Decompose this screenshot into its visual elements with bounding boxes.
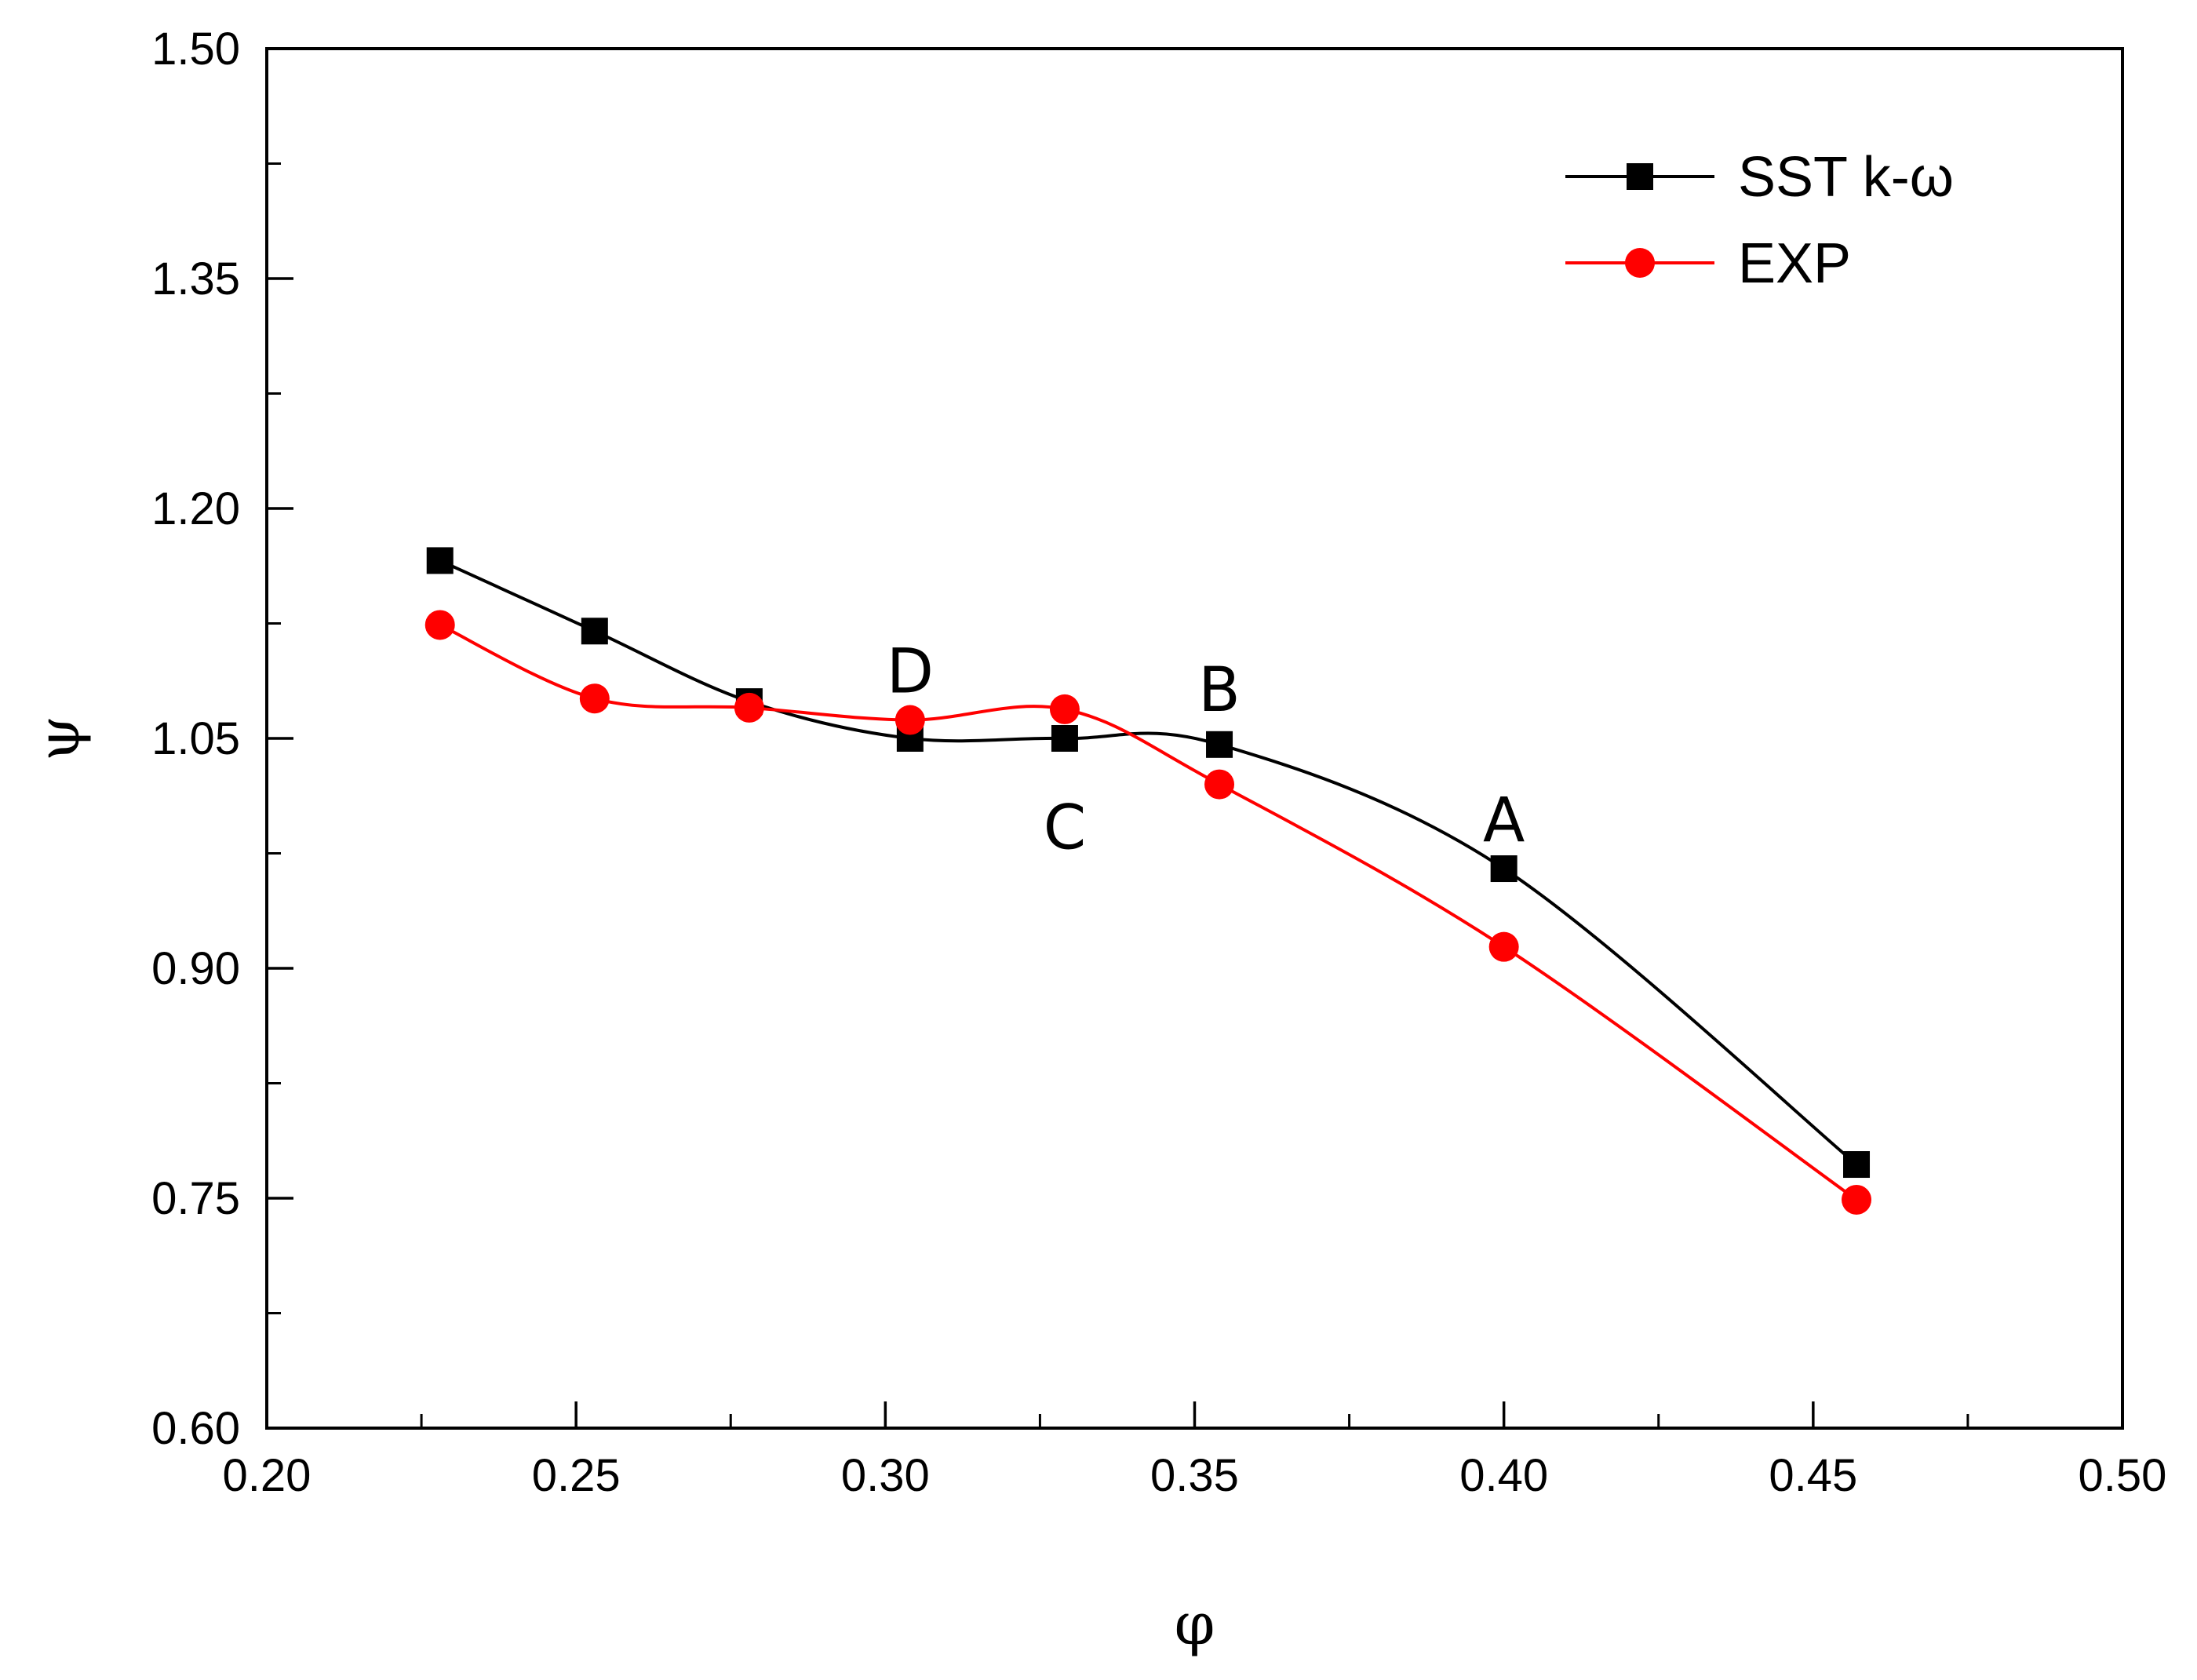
series-line-exp — [439, 623, 1858, 1201]
x-tick-label: 0.20 — [223, 1450, 312, 1501]
annotation-b: B — [1198, 655, 1241, 726]
y-tick-label: 1.35 — [151, 253, 240, 304]
data-point-exp — [1204, 769, 1235, 800]
data-point-exp — [579, 683, 610, 714]
x-tick-label: 0.40 — [1459, 1450, 1548, 1501]
legend: SST k-ω EXP — [1565, 146, 1954, 295]
annotations: D C B A — [887, 636, 1525, 863]
data-point-sst — [426, 547, 454, 574]
y-tick-label: 0.75 — [151, 1173, 240, 1224]
legend-label-exp: EXP — [1738, 232, 1851, 295]
data-point-sst — [1051, 725, 1078, 752]
annotation-a: A — [1483, 785, 1525, 856]
data-point-exp — [1842, 1184, 1872, 1215]
data-point-exp — [1049, 694, 1080, 724]
data-point-sst — [1206, 731, 1233, 758]
ticks: 0.20 0.25 0.30 0.35 0.40 0.45 0.50 0.60 0.75 0.90… — [151, 24, 2166, 1501]
data-point-exp — [1488, 931, 1519, 962]
legend-marker-sst — [1627, 163, 1653, 190]
legend-marker-exp — [1625, 248, 1655, 278]
x-tick-label: 0.25 — [532, 1450, 621, 1501]
data-point-exp — [734, 692, 764, 723]
y-tick-label: 0.90 — [151, 943, 240, 994]
y-axis-title: ψ — [25, 716, 93, 761]
x-tick-label: 0.50 — [2079, 1450, 2167, 1501]
data-point-exp — [894, 705, 925, 735]
annotation-d: D — [887, 636, 934, 707]
series — [424, 547, 1872, 1215]
y-tick-label: 1.05 — [151, 713, 240, 764]
data-point-sst — [581, 618, 608, 645]
data-point-sst — [1490, 855, 1517, 883]
y-tick-label: 1.50 — [151, 24, 240, 75]
x-tick-label: 0.30 — [841, 1450, 930, 1501]
data-point-sst — [1843, 1151, 1871, 1179]
series-line-sst — [439, 559, 1858, 1166]
annotation-c: C — [1044, 793, 1086, 864]
y-tick-label: 1.20 — [151, 483, 240, 534]
x-tick-label: 0.45 — [1769, 1450, 1857, 1501]
x-tick-label: 0.35 — [1150, 1450, 1239, 1501]
legend-label-sst: SST k-ω — [1738, 146, 1954, 209]
data-point-exp — [424, 610, 455, 640]
x-axis-title: φ — [1175, 1591, 1215, 1658]
y-tick-label: 0.60 — [151, 1403, 240, 1454]
